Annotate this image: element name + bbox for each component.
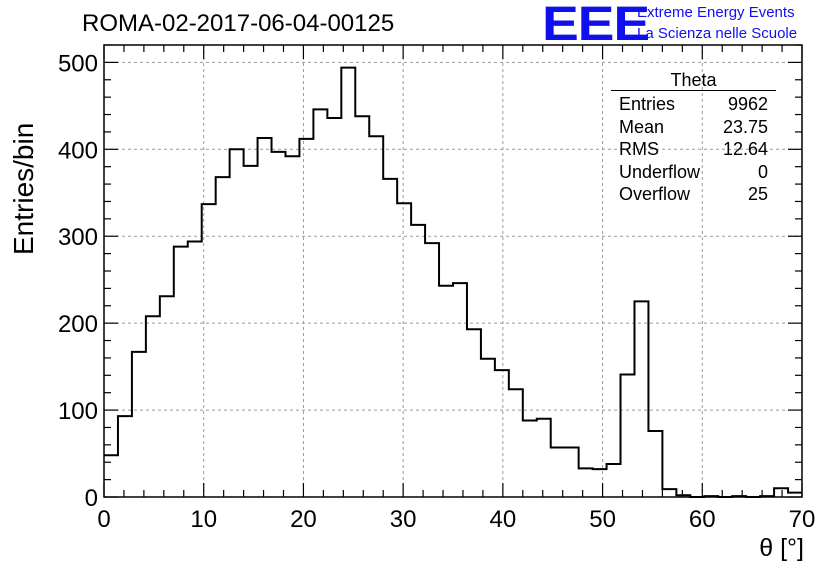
stats-value: 0 xyxy=(757,161,768,182)
grid-lines xyxy=(104,45,802,497)
stats-label: Mean xyxy=(619,116,665,137)
x-tick-label: 10 xyxy=(190,506,217,533)
histogram-bin xyxy=(104,455,118,497)
histogram-bin xyxy=(230,149,244,497)
histogram-bin xyxy=(551,447,565,497)
y-tick-label: 200 xyxy=(58,311,98,338)
histogram-bin xyxy=(118,416,132,497)
histogram-bin xyxy=(313,109,327,497)
stats-value: 9962 xyxy=(727,94,768,114)
histogram-bin xyxy=(216,177,230,497)
histogram-bin xyxy=(495,370,509,497)
x-tick-label: 30 xyxy=(390,506,417,533)
histogram-bin xyxy=(621,374,635,497)
histogram-bin xyxy=(202,204,216,497)
histogram-bin xyxy=(160,296,174,497)
stats-value: 23.75 xyxy=(722,116,768,137)
stats-row-overflow: Overflow 25 xyxy=(611,183,776,206)
histogram-series xyxy=(104,66,802,498)
histogram-bin xyxy=(299,139,313,497)
stats-label: Entries xyxy=(619,94,676,114)
histogram-bin xyxy=(146,316,160,497)
histogram-bin xyxy=(648,431,662,497)
stats-row-entries: Entries 9962 xyxy=(611,93,776,116)
stats-divider xyxy=(611,90,776,91)
histogram-bin xyxy=(509,389,523,497)
x-tick-label: 20 xyxy=(290,506,317,533)
y-tick-label: 100 xyxy=(58,398,98,425)
stats-row-rms: RMS 12.64 xyxy=(611,138,776,161)
x-tick-label: 0 xyxy=(97,506,110,533)
histogram-bin xyxy=(174,247,188,497)
histogram-bin xyxy=(579,468,593,497)
stats-box: Theta Entries 9962 Mean 23.75 RMS 12.64 … xyxy=(611,70,776,206)
eee-logo: EEE xyxy=(542,0,650,51)
stats-label: RMS xyxy=(619,139,659,159)
histogram-bin xyxy=(565,447,579,497)
histogram-bin xyxy=(272,152,286,497)
histogram-bin xyxy=(634,301,648,497)
stats-value: 25 xyxy=(747,184,768,204)
histogram-bin xyxy=(774,488,788,497)
stats-row-underflow: Underflow 0 xyxy=(611,161,776,184)
plot-frame xyxy=(103,44,803,498)
histogram-bin xyxy=(397,203,411,497)
histogram-bin xyxy=(439,286,453,497)
histogram-bin xyxy=(132,352,146,497)
y-axis-label: Entries/bin xyxy=(8,122,39,255)
y-tick-label: 500 xyxy=(58,50,98,77)
x-tick-label: 40 xyxy=(490,506,517,533)
histogram-bin xyxy=(411,225,425,497)
histogram-bin xyxy=(523,421,537,497)
x-tick-label: 50 xyxy=(589,506,616,533)
histogram-bin xyxy=(662,489,676,497)
histogram-bin xyxy=(369,136,383,497)
stats-value: 12.64 xyxy=(722,139,768,159)
stats-row-mean: Mean 23.75 xyxy=(611,116,776,139)
histogram-bin xyxy=(285,156,299,497)
histogram-bin xyxy=(453,283,467,497)
histogram-bin xyxy=(383,179,397,497)
histogram-bin xyxy=(481,359,495,497)
histogram-bin xyxy=(258,138,272,497)
histogram-bin xyxy=(593,469,607,497)
histogram-bin xyxy=(188,241,202,497)
histogram-line xyxy=(104,66,802,498)
tick-labels: 0 10 20 30 40 50 60 70 0 100 200 300 400 500 xyxy=(58,50,815,533)
x-tick-label: 70 xyxy=(789,506,816,533)
stats-title: Theta xyxy=(670,70,717,90)
x-tick-label: 60 xyxy=(689,506,716,533)
histogram-bin xyxy=(467,329,481,497)
x-axis-label: θ [°] xyxy=(759,534,804,562)
histogram-bin xyxy=(244,166,258,497)
histogram-bin xyxy=(355,116,369,497)
y-tick-label: 400 xyxy=(58,137,98,164)
chart-title: ROMA-02-2017-06-04-00125 xyxy=(82,10,395,37)
histogram-bin xyxy=(327,118,341,497)
y-tick-label: 0 xyxy=(85,485,98,512)
stats-label: Underflow xyxy=(619,161,701,182)
logo-line-1: Extreme Energy Events xyxy=(637,4,795,21)
histogram-bin xyxy=(537,419,551,497)
histogram-bin xyxy=(341,68,355,497)
histogram-bin xyxy=(607,464,621,497)
stats-label: Overflow xyxy=(619,184,691,204)
y-tick-label: 300 xyxy=(58,224,98,251)
histogram-bin xyxy=(425,243,439,497)
logo-line-2: La Scienza nelle Scuole xyxy=(637,25,798,42)
